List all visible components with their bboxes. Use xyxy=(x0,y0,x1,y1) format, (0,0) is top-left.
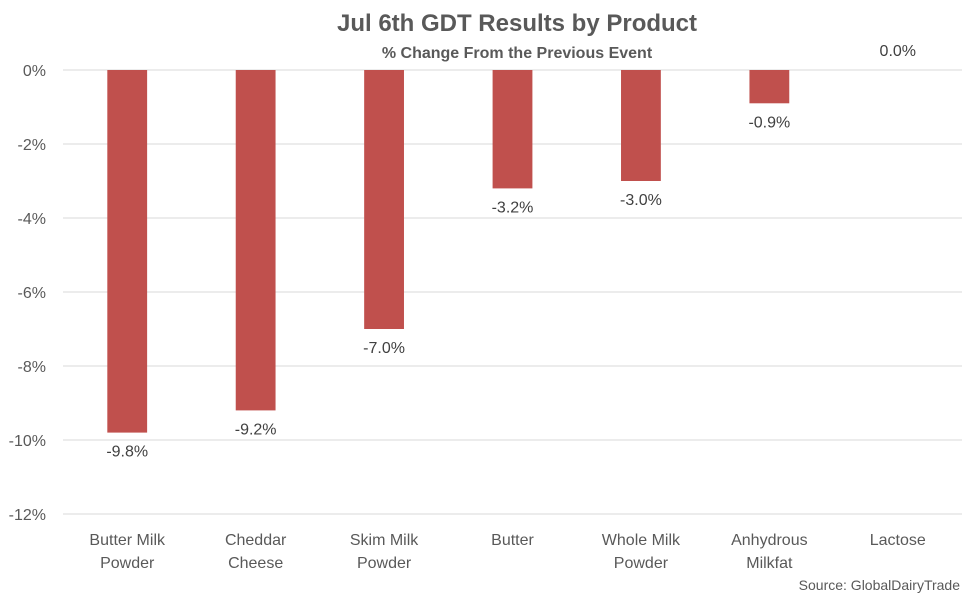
bar xyxy=(621,70,661,181)
data-label: -7.0% xyxy=(363,340,405,357)
x-tick-label: Powder xyxy=(357,555,412,572)
x-tick-label: Butter Milk xyxy=(89,532,166,549)
bars xyxy=(107,70,790,433)
y-tick-label: -6% xyxy=(18,285,46,302)
chart-subtitle: % Change From the Previous Event xyxy=(382,45,653,62)
x-tick-label: Milkfat xyxy=(746,555,793,572)
x-tick-label: Butter xyxy=(491,532,534,549)
x-axis: Butter Milk Powder Cheddar Cheese Skim Milk P… xyxy=(89,532,925,572)
x-tick-label: Powder xyxy=(614,555,669,572)
data-label: -3.2% xyxy=(492,199,534,216)
bar xyxy=(107,70,148,433)
x-tick-label: Whole Milk xyxy=(602,532,681,549)
bar xyxy=(364,70,404,329)
y-axis: 0% -2% -4% -6% -8% -10% -12% xyxy=(9,63,46,524)
x-tick-label: Cheddar xyxy=(225,532,287,549)
x-tick-label: Powder xyxy=(100,555,155,572)
y-tick-label: -8% xyxy=(18,359,46,376)
data-label: 0.0% xyxy=(880,43,916,60)
x-tick-label: Lactose xyxy=(870,532,926,549)
data-label: -0.9% xyxy=(748,114,790,131)
y-tick-label: -4% xyxy=(18,211,46,228)
bar xyxy=(235,70,276,411)
x-tick-label: Cheese xyxy=(228,555,283,572)
y-tick-label: -10% xyxy=(9,433,46,450)
data-label: -9.2% xyxy=(235,421,277,438)
x-tick-label: Anhydrous xyxy=(731,532,808,549)
y-tick-label: -2% xyxy=(18,137,46,154)
data-labels: -9.8% -9.2% -7.0% -3.2% -3.0% -0.9% 0.0% xyxy=(106,43,916,461)
bar xyxy=(749,70,790,104)
data-label: -9.8% xyxy=(106,444,148,461)
gridlines xyxy=(63,69,962,515)
data-label: -3.0% xyxy=(620,192,662,209)
bar xyxy=(492,70,533,189)
chart-title: Jul 6th GDT Results by Product xyxy=(337,10,697,37)
y-tick-label: 0% xyxy=(23,63,46,80)
source-note: Source: GlobalDairyTrade xyxy=(799,577,961,593)
x-tick-label: Skim Milk xyxy=(350,532,419,549)
y-tick-label: -12% xyxy=(9,507,46,524)
